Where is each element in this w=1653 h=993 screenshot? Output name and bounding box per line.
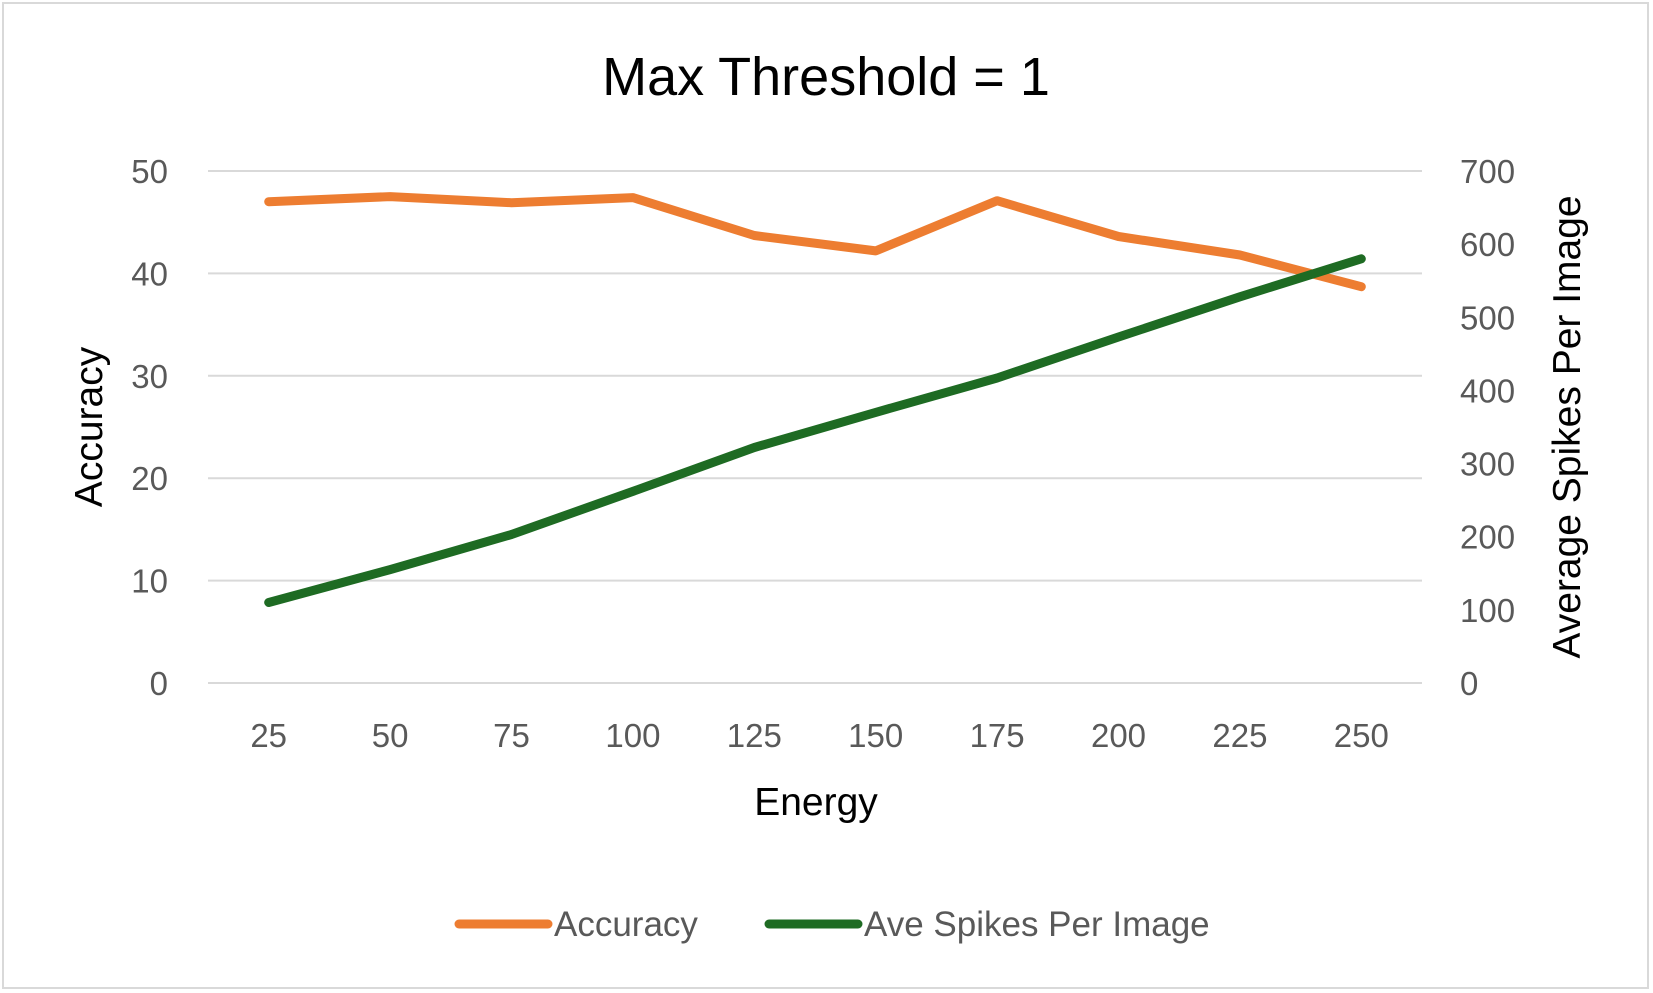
x-tick-label: 150 [848, 717, 903, 754]
x-tick-label: 50 [372, 717, 409, 754]
legend-item: Accuracy [454, 905, 698, 944]
y-right-tick-label: 300 [1460, 446, 1515, 483]
x-tick-label: 175 [970, 717, 1025, 754]
data-point [388, 195, 392, 199]
data-point [510, 533, 513, 537]
data-point [631, 489, 635, 493]
x-tick-label: 125 [727, 717, 782, 754]
data-point [1117, 335, 1120, 339]
data-point [752, 234, 756, 238]
x-tick-label: 75 [493, 717, 530, 754]
y-right-tick-label: 700 [1460, 153, 1515, 190]
x-tick-label: 250 [1334, 717, 1389, 754]
x-axis-ticks: 25 50 75 100 125 150 175 200 225 250 [250, 717, 1388, 754]
x-tick-label: 225 [1212, 717, 1267, 754]
y-left-tick-label: 10 [131, 563, 168, 600]
data-point [631, 196, 635, 200]
data-point [1238, 295, 1242, 299]
y-right-tick-label: 0 [1460, 665, 1478, 702]
legend-label: Ave Spikes Per Image [864, 905, 1210, 944]
data-point [267, 601, 271, 605]
data-point [874, 249, 878, 253]
data-point [1359, 257, 1363, 261]
series-line-ave-spikes [264, 254, 1366, 607]
y-left-tick-label: 40 [131, 255, 168, 292]
data-point [995, 376, 999, 380]
data-point [874, 410, 878, 414]
x-tick-label: 200 [1091, 717, 1146, 754]
x-tick-label: 100 [605, 717, 660, 754]
data-point [510, 201, 513, 205]
series-line-accuracy [264, 192, 1366, 292]
data-point [388, 568, 392, 572]
x-axis-title: Energy [754, 781, 878, 824]
data-point [752, 445, 756, 449]
legend: Accuracy Ave Spikes Per Image [454, 905, 1210, 944]
y-axis-left-ticks: 0 10 20 30 40 50 [131, 153, 168, 702]
y-left-tick-label: 0 [150, 665, 168, 702]
data-point [1359, 285, 1363, 289]
y-axis-right-title: Average Spikes Per Image [1546, 195, 1589, 658]
x-tick-label: 25 [250, 717, 287, 754]
data-point [995, 199, 999, 203]
legend-label: Accuracy [554, 905, 698, 944]
y-axis-left-title: Accuracy [68, 346, 111, 507]
y-right-tick-label: 200 [1460, 519, 1515, 556]
y-right-tick-label: 400 [1460, 372, 1515, 409]
chart-title: Max Threshold = 1 [602, 47, 1050, 107]
y-right-tick-label: 100 [1460, 592, 1515, 629]
data-point [267, 200, 271, 204]
y-left-tick-label: 20 [131, 460, 168, 497]
series-lines [264, 192, 1366, 607]
gridlines [208, 170, 1422, 684]
y-left-tick-label: 50 [131, 153, 168, 190]
y-axis-right-ticks: 0 100 200 300 400 500 600 700 [1460, 153, 1515, 702]
data-point [1238, 253, 1242, 257]
legend-item: Ave Spikes Per Image [764, 905, 1210, 944]
y-right-tick-label: 600 [1460, 226, 1515, 263]
data-point [1117, 235, 1120, 239]
y-left-tick-label: 30 [131, 358, 168, 395]
y-right-tick-label: 500 [1460, 299, 1515, 336]
